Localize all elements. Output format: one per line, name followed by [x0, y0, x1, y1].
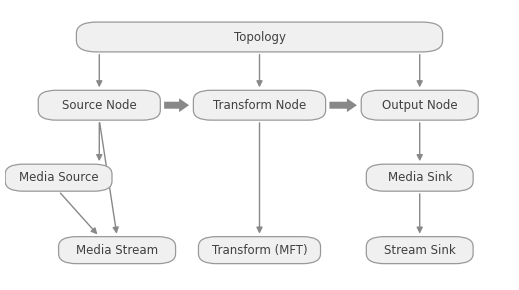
Text: Output Node: Output Node — [382, 99, 458, 112]
Text: Source Node: Source Node — [62, 99, 136, 112]
Text: Media Sink: Media Sink — [388, 171, 452, 184]
FancyBboxPatch shape — [5, 164, 112, 191]
FancyBboxPatch shape — [76, 22, 443, 52]
FancyBboxPatch shape — [198, 237, 321, 264]
Text: Transform (MFT): Transform (MFT) — [212, 244, 307, 257]
FancyBboxPatch shape — [366, 164, 473, 191]
FancyBboxPatch shape — [361, 90, 478, 120]
Text: Stream Sink: Stream Sink — [384, 244, 456, 257]
Text: Media Source: Media Source — [19, 171, 99, 184]
Text: Media Stream: Media Stream — [76, 244, 158, 257]
FancyBboxPatch shape — [59, 237, 175, 264]
FancyBboxPatch shape — [38, 90, 160, 120]
FancyBboxPatch shape — [194, 90, 325, 120]
Text: Transform Node: Transform Node — [213, 99, 306, 112]
FancyBboxPatch shape — [366, 237, 473, 264]
Text: Topology: Topology — [234, 30, 285, 44]
